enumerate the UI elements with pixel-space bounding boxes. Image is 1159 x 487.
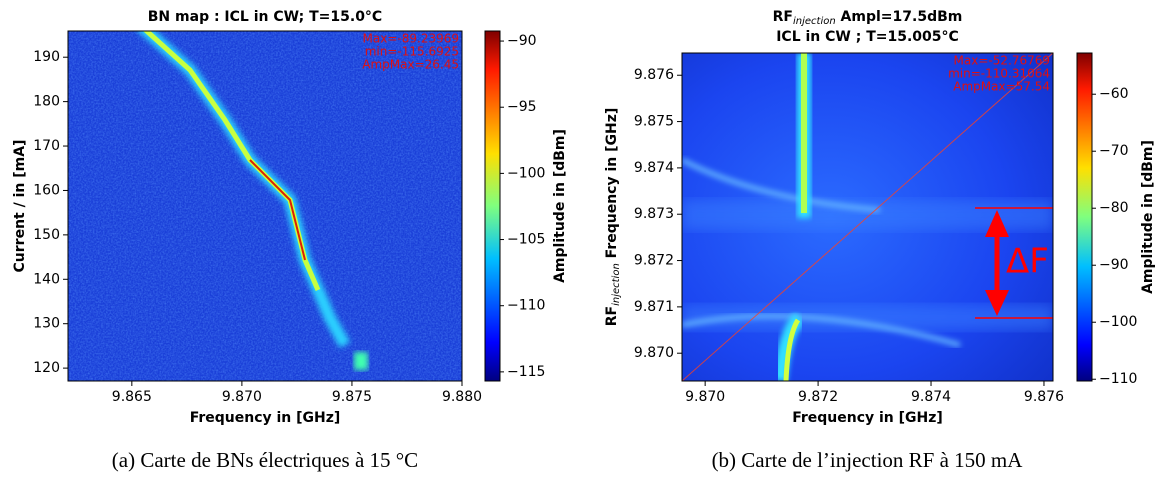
x-axis-label: Frequency in [GHz] <box>792 410 943 426</box>
y-tick-label: 180 <box>33 94 60 110</box>
x-tick-label: 9.875 <box>332 389 372 405</box>
axes-frame <box>681 52 1054 382</box>
x-tick-label: 9.870 <box>222 389 262 405</box>
annotation: ΔF <box>1006 242 1049 282</box>
colorbar-tick-label: −80 <box>1099 200 1129 216</box>
colorbar-label: Amplitude in [dBm] <box>552 129 568 283</box>
caption: (b) Carte de l’injection RF à 150 mA <box>712 448 1024 472</box>
y-tick-label: 150 <box>33 227 60 243</box>
colorbar-tick-label: −60 <box>1099 86 1129 102</box>
heatmap-image <box>682 53 1053 381</box>
colorbar-tick-label: −95 <box>507 99 537 115</box>
y-tick-label: 170 <box>33 138 60 154</box>
y-tick-label: 120 <box>33 360 60 376</box>
colorbar-tick-label: −100 <box>507 165 545 181</box>
colorbar-tick-label: −105 <box>507 232 545 248</box>
chart-title-part: injection <box>793 16 836 27</box>
colorbar <box>484 30 501 382</box>
annotation: Max=-89.23969 <box>363 32 459 46</box>
y-tick-label: 9.876 <box>634 67 674 83</box>
colorbar <box>1076 52 1093 382</box>
colorbar-tick-label: −100 <box>1099 314 1137 330</box>
x-axis-label: Frequency in [GHz] <box>190 410 341 426</box>
y-tick-label: 130 <box>33 316 60 332</box>
y-tick-label: 9.871 <box>634 299 674 315</box>
delta-f-marker <box>975 207 1053 319</box>
y-tick-label: 9.875 <box>634 114 674 130</box>
x-tick-label: 9.874 <box>911 389 951 405</box>
chart-title: BN map : ICL in CW; T=15.0°C <box>148 9 382 25</box>
annotation: Max=-52.76769 <box>954 54 1050 68</box>
chart-title-part: Ampl=17.5dBm <box>836 9 963 25</box>
x-tick-label: 9.876 <box>1024 389 1064 405</box>
y-tick-label: 9.873 <box>634 206 674 222</box>
y-tick-label: 9.872 <box>634 253 674 269</box>
x-tick-label: 9.872 <box>798 389 838 405</box>
annotation: AmpMax=26.45 <box>362 58 459 72</box>
y-axis-label-part: injection <box>611 263 622 306</box>
y-axis-label: RFinjection Frequency in [GHz] <box>604 108 622 327</box>
axes-frame <box>67 30 463 382</box>
colorbar-tick-label: −90 <box>507 33 537 49</box>
x-tick-label: 9.880 <box>442 389 482 405</box>
chart-title-part: RF <box>773 9 793 25</box>
y-tick-label: 9.874 <box>634 160 674 176</box>
y-axis-label: Current / in [mA] <box>12 140 28 273</box>
annotation: AmpMax=57.54 <box>953 80 1050 94</box>
y-tick-label: 160 <box>33 182 60 198</box>
heatmap-image <box>68 31 462 381</box>
caption: (a) Carte de BNs électriques à 15 °C <box>112 448 418 472</box>
y-tick-label: 140 <box>33 271 60 287</box>
y-tick-label: 9.870 <box>634 345 674 361</box>
colorbar-label: Amplitude in [dBm] <box>1140 140 1156 294</box>
y-axis-label-part: RF <box>604 306 620 326</box>
colorbar-tick-label: −70 <box>1099 143 1129 159</box>
colorbar-tick-label: −110 <box>507 298 545 314</box>
y-axis-label-part: Frequency in [GHz] <box>604 108 620 263</box>
y-tick-label: 190 <box>33 49 60 65</box>
chart-subtitle: ICL in CW ; T=15.005°C <box>776 29 959 45</box>
colorbar-tick-label: −115 <box>507 364 545 380</box>
colorbar-tick-label: −90 <box>1099 257 1129 273</box>
x-tick-label: 9.865 <box>112 389 152 405</box>
annotation: min=-110.31064 <box>948 67 1050 81</box>
x-tick-label: 9.870 <box>685 389 725 405</box>
colorbar-tick-label: −110 <box>1099 371 1137 387</box>
chart-title: RFinjection Ampl=17.5dBm <box>773 9 963 27</box>
annotation: min=-115.6925 <box>365 45 459 59</box>
